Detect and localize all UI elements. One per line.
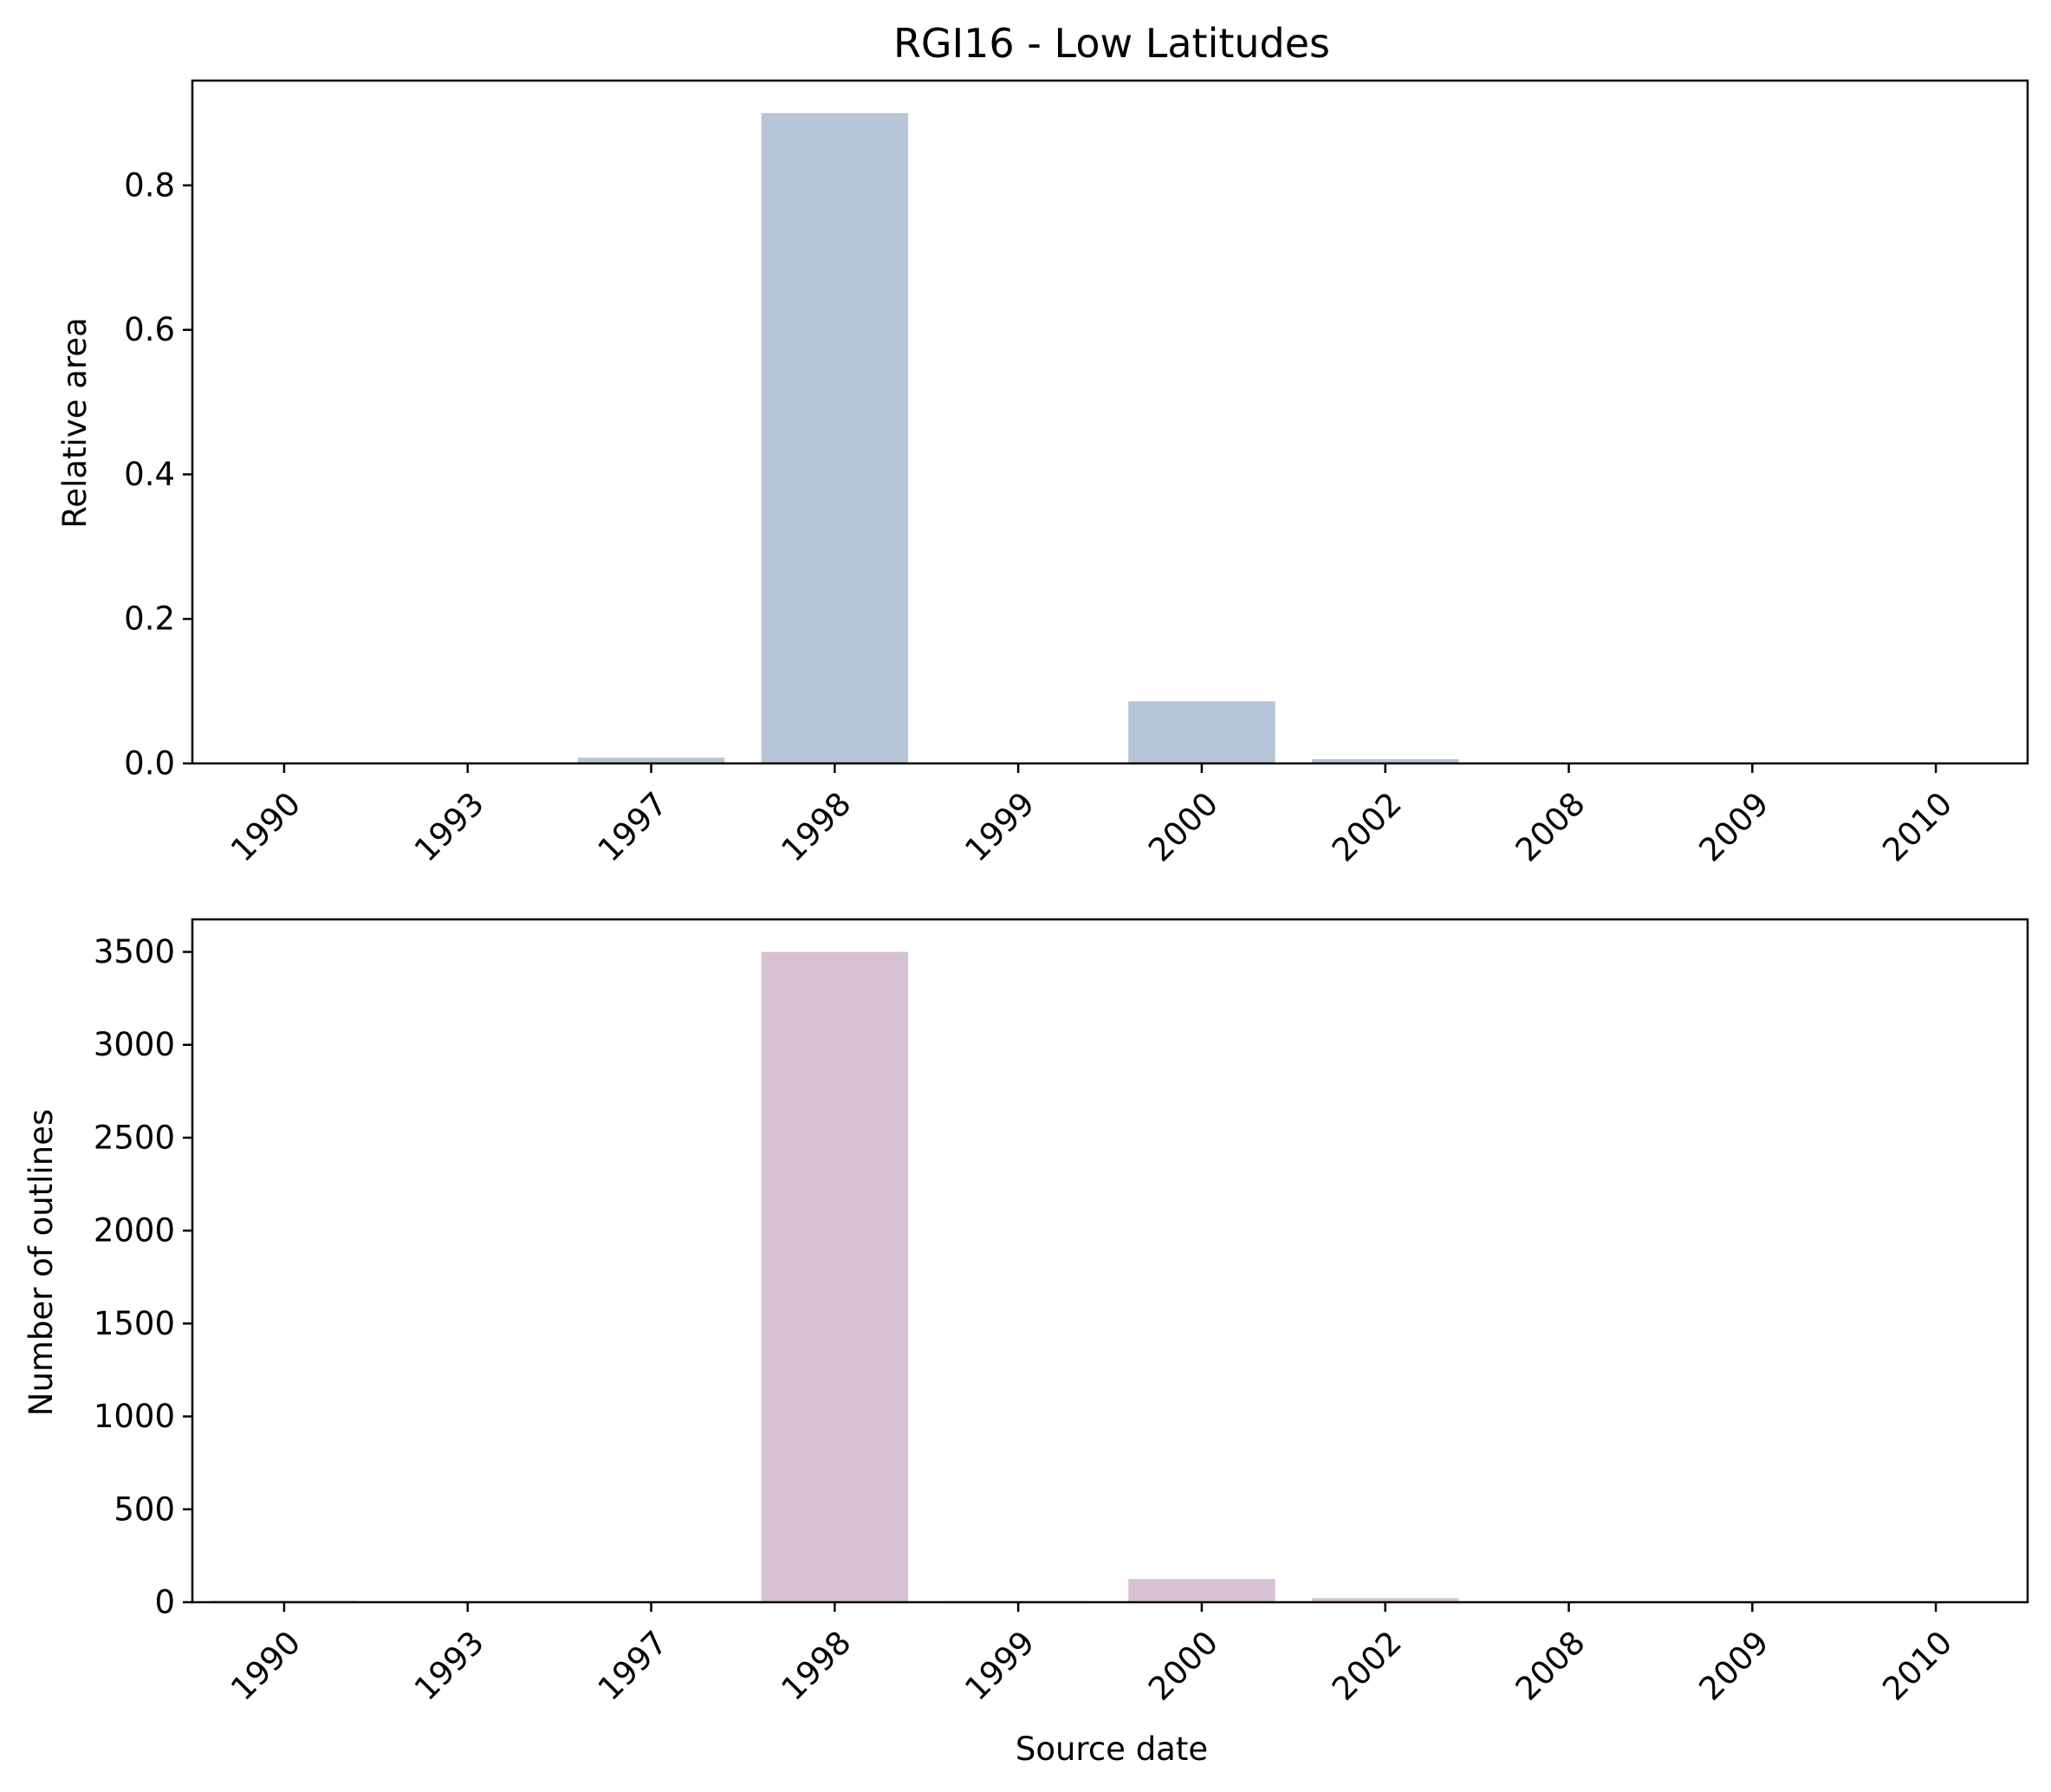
y-tick-label-outline-count: 1500 xyxy=(94,1305,175,1342)
y-tick-label-outline-count: 0 xyxy=(154,1584,175,1621)
bar-relative-area-1998 xyxy=(761,113,909,763)
bar-relative-area-1997 xyxy=(577,757,725,763)
y-tick-label-relative-area: 0.6 xyxy=(124,311,175,348)
y-axis-label-relative-area: Relative area xyxy=(56,317,94,528)
bar-outline-count-1998 xyxy=(761,951,909,1602)
bar-outline-count-2002 xyxy=(1311,1598,1459,1602)
bar-relative-area-2002 xyxy=(1311,758,1459,763)
y-tick-label-outline-count: 500 xyxy=(114,1490,175,1528)
plot-frame-relative-area xyxy=(191,79,2029,765)
y-tick-label-outline-count: 2000 xyxy=(94,1212,175,1250)
y-tick-label-relative-area: 0.8 xyxy=(124,166,175,204)
y-tick-label-outline-count: 3500 xyxy=(94,933,175,971)
y-tick-label-outline-count: 1000 xyxy=(94,1398,175,1435)
x-axis-label-source-date: Source date xyxy=(1016,1730,1208,1768)
y-tick-label-relative-area: 0.2 xyxy=(124,601,175,638)
y-axis-label-number-of-outlines: Number of outlines xyxy=(23,1109,60,1416)
bar-outline-count-2000 xyxy=(1128,1579,1275,1602)
plot-frame-outline-count xyxy=(191,918,2029,1604)
y-tick-label-outline-count: 2500 xyxy=(94,1119,175,1156)
bar-relative-area-2000 xyxy=(1128,701,1275,763)
y-tick-label-relative-area: 0.0 xyxy=(124,745,175,782)
y-tick-label-outline-count: 3000 xyxy=(94,1026,175,1063)
figure-title: RGI16 - Low Latitudes xyxy=(893,20,1330,67)
y-tick-label-relative-area: 0.4 xyxy=(124,456,175,493)
